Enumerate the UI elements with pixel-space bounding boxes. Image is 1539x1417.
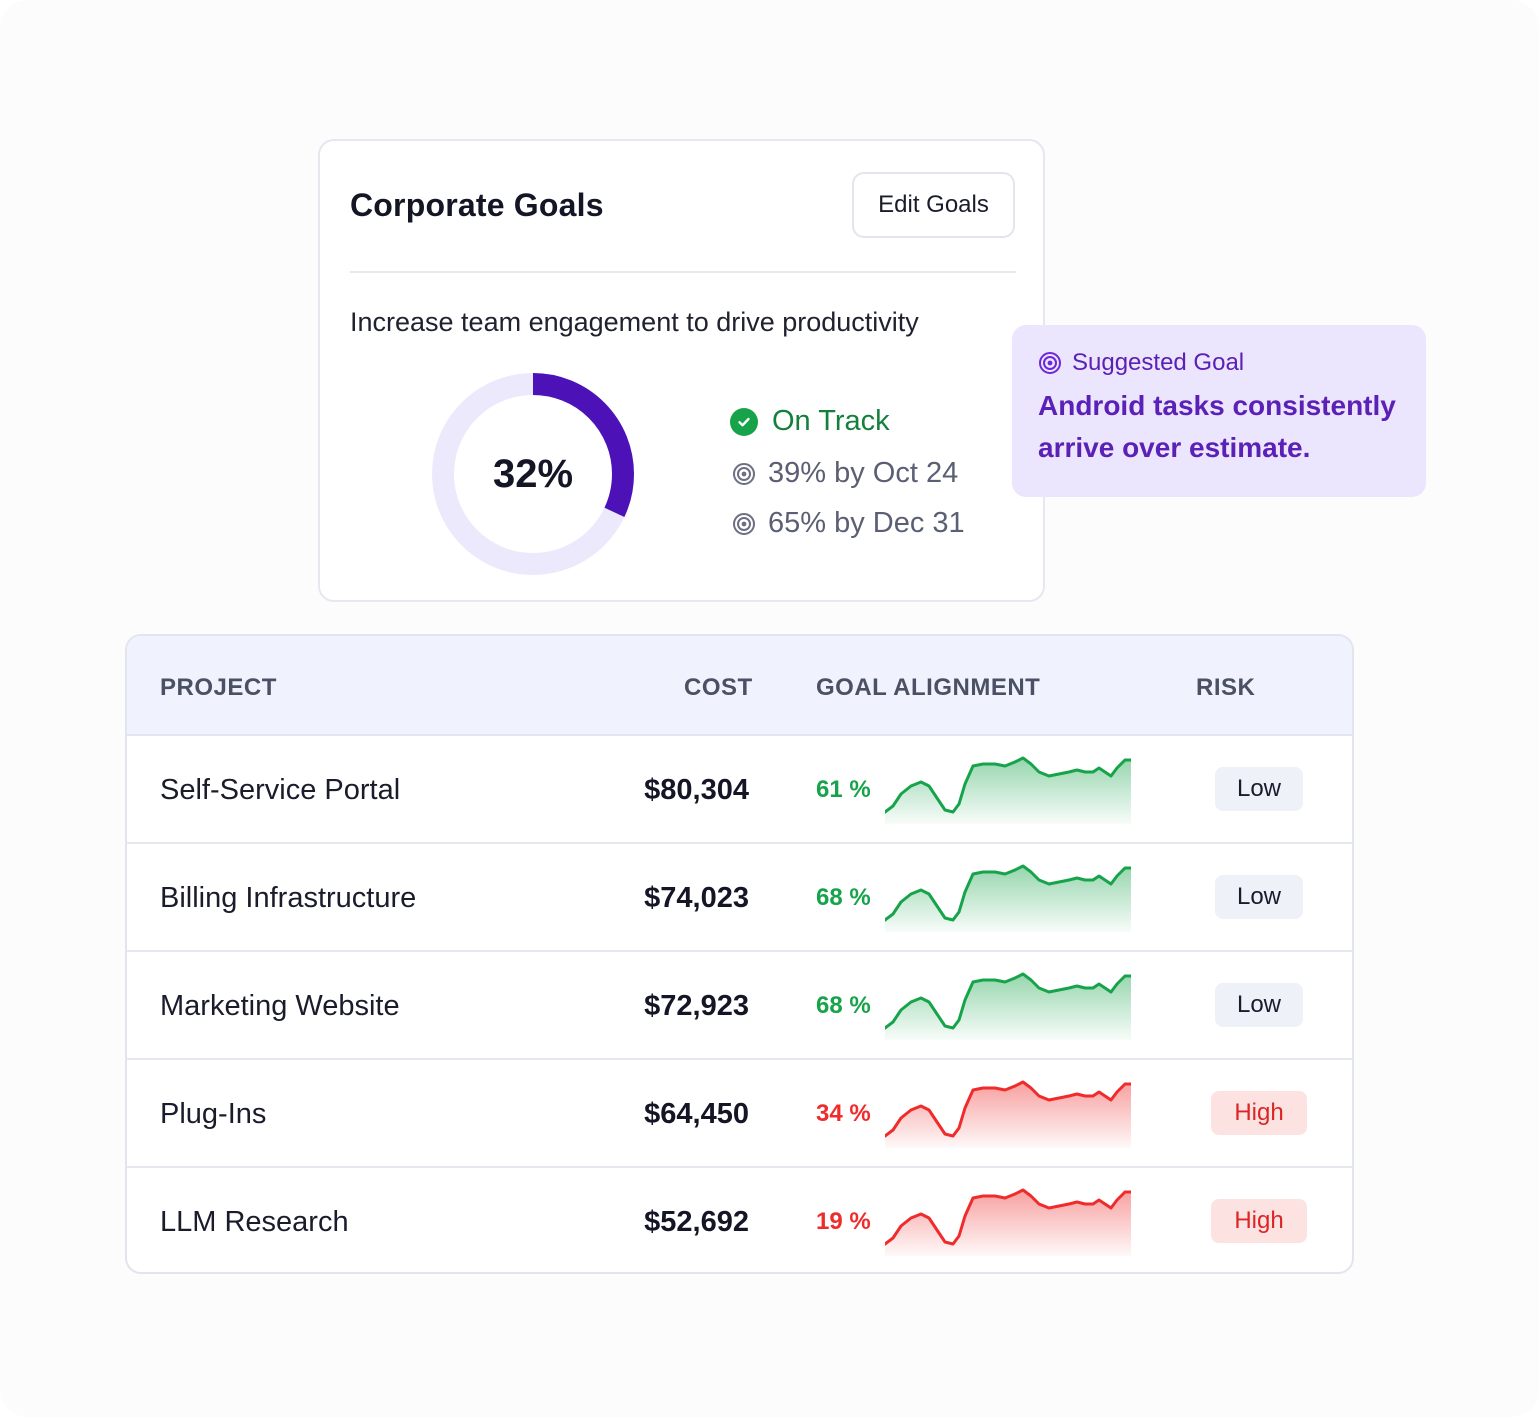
- project-cost: $52,692: [644, 1206, 749, 1238]
- target-icon: [732, 512, 756, 536]
- column-header-goal-alignment[interactable]: GOAL ALIGNMENT: [816, 674, 1041, 701]
- card-title: Corporate Goals: [350, 187, 604, 223]
- check-circle-icon: [730, 407, 758, 436]
- status-label: On Track: [772, 405, 890, 437]
- suggested-goal-text: Android tasks consistently arrive over e…: [1038, 390, 1396, 463]
- suggested-goal-heading: Suggested Goal: [1072, 349, 1245, 376]
- project-cost: $72,923: [644, 990, 749, 1022]
- goal-alignment-percent: 19 %: [816, 1208, 871, 1235]
- alignment-sparkline: [885, 864, 1131, 932]
- milestone-label: 65% by Dec 31: [768, 507, 965, 539]
- goal-alignment-percent: 68 %: [816, 992, 871, 1019]
- milestone-item: 65% by Dec 31: [732, 507, 965, 540]
- progress-percent: 32%: [492, 451, 574, 496]
- table-row[interactable]: Self-Service Portal $80,304 61 % Low: [127, 736, 1352, 844]
- donut-progress-arc: [432, 373, 634, 575]
- corporate-goals-card: Corporate Goals Edit Goals Increase team…: [318, 139, 1045, 602]
- project-name: Plug-Ins: [160, 1098, 267, 1130]
- goal-alignment-percent: 34 %: [816, 1100, 871, 1127]
- edit-goals-button[interactable]: Edit Goals: [852, 172, 1015, 238]
- suggested-goal-callout[interactable]: Suggested Goal Android tasks consistentl…: [1012, 325, 1426, 497]
- table-header: PROJECT COST GOAL ALIGNMENT RISK: [127, 636, 1352, 736]
- alignment-sparkline: [885, 756, 1131, 824]
- divider: [350, 271, 1016, 273]
- project-name: Marketing Website: [160, 990, 400, 1022]
- alignment-sparkline: [885, 972, 1131, 1040]
- risk-badge: High: [1211, 1091, 1307, 1135]
- alignment-sparkline: [885, 1188, 1131, 1256]
- table-row[interactable]: Plug-Ins $64,450 34 % High: [127, 1060, 1352, 1168]
- table-row[interactable]: LLM Research $52,692 19 % High: [127, 1168, 1352, 1272]
- project-cost: $74,023: [644, 882, 749, 914]
- alignment-sparkline: [885, 1080, 1131, 1148]
- progress-donut: [432, 373, 634, 575]
- project-name: Billing Infrastructure: [160, 882, 417, 914]
- projects-table: PROJECT COST GOAL ALIGNMENT RISK Self-Se…: [125, 634, 1354, 1274]
- goal-alignment-percent: 61 %: [816, 776, 871, 803]
- milestone-item: 39% by Oct 24: [732, 457, 958, 490]
- project-name: LLM Research: [160, 1206, 349, 1238]
- project-cost: $80,304: [644, 774, 749, 806]
- goal-alignment-percent: 68 %: [816, 884, 871, 911]
- project-cost: $64,450: [644, 1098, 749, 1130]
- table-row[interactable]: Marketing Website $72,923 68 % Low: [127, 952, 1352, 1060]
- project-name: Self-Service Portal: [160, 774, 401, 806]
- risk-badge: High: [1211, 1199, 1307, 1243]
- status-indicator: On Track: [730, 405, 890, 438]
- column-header-cost[interactable]: COST: [684, 674, 753, 701]
- target-icon: [1038, 351, 1062, 375]
- risk-badge: Low: [1215, 983, 1303, 1027]
- suggested-goal-header: Suggested Goal: [1038, 349, 1400, 377]
- column-header-risk[interactable]: RISK: [1196, 674, 1256, 701]
- target-icon: [732, 462, 756, 486]
- risk-badge: Low: [1215, 767, 1303, 811]
- goal-description: Increase team engagement to drive produc…: [350, 307, 919, 337]
- table-row[interactable]: Billing Infrastructure $74,023 68 % Low: [127, 844, 1352, 952]
- risk-badge: Low: [1215, 875, 1303, 919]
- column-header-project[interactable]: PROJECT: [160, 674, 277, 701]
- milestone-label: 39% by Oct 24: [768, 457, 959, 489]
